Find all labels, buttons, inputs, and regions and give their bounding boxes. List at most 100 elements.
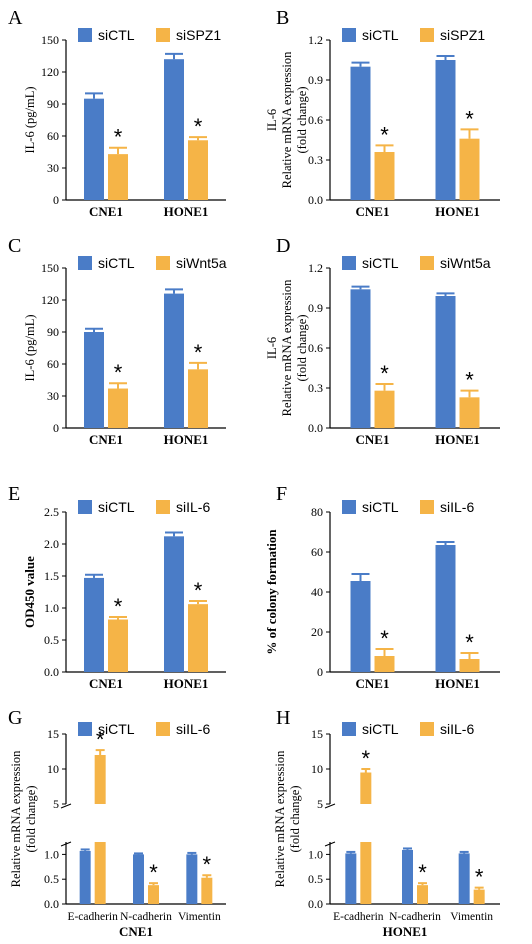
x-tick-label: CNE1 bbox=[356, 676, 390, 691]
axis-break-mark bbox=[324, 841, 336, 847]
legend-label: siCTL bbox=[362, 27, 399, 43]
legend-swatch bbox=[156, 28, 170, 42]
y-tick-label: 0.0 bbox=[308, 193, 323, 207]
legend-label: siCTL bbox=[98, 27, 135, 43]
panel-g: G 0.0 0.5 1.0 5 10 15 Relative mRNA expression(… bbox=[8, 707, 226, 939]
bar-sictl bbox=[164, 536, 184, 672]
significance-star: * bbox=[465, 368, 474, 393]
y-tick-label: 120 bbox=[41, 65, 59, 79]
bar-siwnt5a bbox=[459, 397, 480, 428]
x-tick-label: HONE1 bbox=[164, 204, 209, 219]
bar-siil-6 bbox=[148, 885, 159, 904]
y-tick-label: 2.5 bbox=[44, 505, 59, 519]
axis-break-mark bbox=[60, 803, 72, 809]
y-tick-label: 60 bbox=[311, 545, 323, 559]
significance-star: * bbox=[114, 594, 123, 619]
y-tick-label: 0.0 bbox=[44, 897, 59, 911]
x-tick-label: HONE1 bbox=[164, 432, 209, 447]
panel-letter: H bbox=[276, 707, 290, 729]
y-tick-label: 30 bbox=[47, 389, 59, 403]
legend-label: siCTL bbox=[362, 721, 399, 737]
y-tick-label: 0.5 bbox=[44, 872, 59, 886]
bar-sispz1 bbox=[108, 154, 128, 200]
y-tick-label: 0.0 bbox=[308, 897, 323, 911]
y-axis-label: OD450 value bbox=[22, 556, 37, 628]
x-tick-label: N-cadherin bbox=[120, 911, 172, 923]
legend-swatch bbox=[156, 722, 170, 736]
panel-letter: B bbox=[276, 7, 289, 29]
panel-c: C 0 30 60 90 120 150 IL-6 (pg/mL) * CNE1 * HONE1 siC… bbox=[8, 235, 227, 447]
y-tick-label: 0.6 bbox=[308, 341, 323, 355]
legend-label: siCTL bbox=[98, 499, 135, 515]
panel-letter: D bbox=[276, 235, 290, 257]
y-tick-label: 90 bbox=[47, 325, 59, 339]
bar-sispz1 bbox=[459, 138, 480, 200]
legend-label: siCTL bbox=[98, 255, 135, 271]
legend-swatch bbox=[420, 722, 434, 736]
y-tick-label: 15 bbox=[311, 727, 323, 741]
bar-sictl bbox=[435, 60, 456, 200]
legend-swatch bbox=[78, 256, 92, 270]
bar-sictl bbox=[458, 853, 470, 904]
y-tick-label: 5 bbox=[317, 797, 323, 811]
legend-swatch bbox=[420, 256, 434, 270]
panel-letter: F bbox=[276, 483, 287, 505]
bar-siil-6 bbox=[473, 889, 485, 904]
x-tick-label: N-cadherin bbox=[389, 911, 441, 923]
bar-sictl bbox=[164, 59, 184, 201]
x-tick-label: E-cadherin bbox=[67, 911, 118, 923]
legend-label: siWnt5a bbox=[440, 255, 491, 271]
y-tick-label: 1.0 bbox=[44, 847, 59, 861]
legend-label: siIL-6 bbox=[176, 721, 210, 737]
y-tick-label: 1.0 bbox=[308, 847, 323, 861]
bar-siil-6 bbox=[94, 755, 106, 804]
x-tick-label: CNE1 bbox=[89, 204, 123, 219]
legend-swatch bbox=[342, 28, 356, 42]
panel-letter: A bbox=[8, 7, 23, 29]
y-tick-label: 10 bbox=[47, 762, 59, 776]
panel-letter: E bbox=[8, 483, 20, 505]
legend-label: siSPZ1 bbox=[440, 27, 485, 43]
y-tick-label: 1.2 bbox=[308, 261, 323, 275]
legend-swatch bbox=[342, 722, 356, 736]
legend-label: siSPZ1 bbox=[176, 27, 221, 43]
bar-siil-6 bbox=[188, 604, 208, 672]
bar-sictl bbox=[79, 850, 91, 904]
significance-star: * bbox=[194, 340, 203, 365]
axis-break-mark bbox=[324, 803, 336, 809]
panel-letter: C bbox=[8, 235, 21, 257]
y-tick-label: 1.2 bbox=[308, 33, 323, 47]
legend-swatch bbox=[156, 256, 170, 270]
bar-sictl bbox=[350, 289, 371, 428]
y-tick-label: 0.5 bbox=[308, 872, 323, 886]
legend-swatch bbox=[78, 500, 92, 514]
y-axis-label: Relative mRNA expression bbox=[273, 750, 287, 888]
x-tick-label: E-cadherin bbox=[333, 911, 384, 923]
legend-swatch bbox=[156, 500, 170, 514]
y-tick-label: 2.0 bbox=[44, 537, 59, 551]
x-tick-label: HONE1 bbox=[435, 676, 480, 691]
y-axis-label: IL-6 (pg/mL) bbox=[23, 87, 37, 154]
bar-siil-6 bbox=[459, 659, 480, 672]
y-tick-label: 150 bbox=[41, 261, 59, 275]
y-tick-label: 20 bbox=[311, 625, 323, 639]
y-tick-label: 5 bbox=[53, 797, 59, 811]
axis-break-mark bbox=[60, 841, 72, 847]
y-tick-label: 0.0 bbox=[308, 421, 323, 435]
significance-star: * bbox=[362, 746, 371, 771]
y-tick-label: 0 bbox=[53, 421, 59, 435]
bar-siwnt5a bbox=[374, 390, 395, 428]
y-tick-label: 10 bbox=[311, 762, 323, 776]
y-tick-label: 80 bbox=[311, 505, 323, 519]
bar-sictl bbox=[350, 66, 371, 201]
bar-siwnt5a bbox=[188, 369, 208, 428]
y-axis-label: (fold change) bbox=[24, 786, 38, 853]
legend-label: siCTL bbox=[362, 499, 399, 515]
y-axis-label: IL-6 bbox=[265, 109, 279, 131]
bar-sictl bbox=[84, 332, 104, 428]
y-tick-label: 60 bbox=[47, 357, 59, 371]
bar-sictl bbox=[402, 849, 413, 904]
y-tick-label: 15 bbox=[47, 727, 59, 741]
bar-sictl bbox=[84, 577, 104, 672]
bar-sictl bbox=[186, 854, 198, 904]
